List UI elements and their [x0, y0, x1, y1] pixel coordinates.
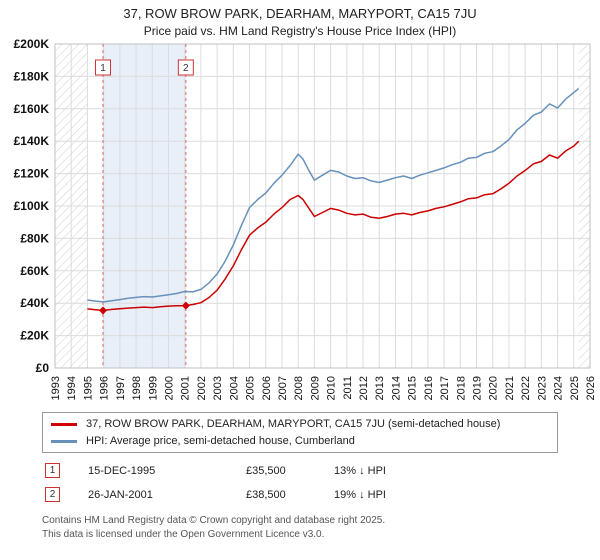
svg-text:2021: 2021	[504, 376, 516, 400]
license-footer: Contains HM Land Registry data © Crown c…	[42, 514, 600, 541]
transaction-date: 15-DEC-1995	[88, 464, 156, 477]
svg-text:2025: 2025	[569, 376, 581, 400]
svg-text:£160K: £160K	[14, 102, 50, 116]
svg-text:2019: 2019	[472, 376, 484, 400]
price-history-chart: £0 £20K £40K £60K £80K £100K £120K £140K £160K £1…	[14, 38, 597, 400]
svg-text:£80K: £80K	[20, 231, 49, 245]
transaction-row-2: 2 26-JAN-2001 £38,500 19% ↓ HPI	[45, 487, 600, 502]
svg-text:2005: 2005	[245, 376, 257, 400]
transaction-hpi-diff: 19% ↓ HPI	[334, 488, 386, 501]
svg-text:2006: 2006	[261, 376, 273, 400]
svg-text:1994: 1994	[66, 376, 78, 400]
svg-text:1995: 1995	[82, 376, 94, 400]
page-title: 37, ROW BROW PARK, DEARHAM, MARYPORT, CA…	[123, 6, 477, 21]
svg-text:2007: 2007	[277, 376, 289, 400]
transaction-date: 26-JAN-2001	[88, 488, 153, 501]
transaction-price: £38,500	[246, 488, 286, 501]
legend-item-hpi: HPI: Average price, semi-detached house,…	[51, 435, 549, 447]
svg-text:1997: 1997	[115, 376, 127, 400]
footer-line-1: Contains HM Land Registry data © Crown c…	[42, 515, 386, 526]
footer-line-2: This data is licensed under the Open Gov…	[42, 528, 325, 540]
svg-text:£200K: £200K	[14, 38, 50, 51]
legend-label-property: 37, ROW BROW PARK, DEARHAM, MARYPORT, CA…	[86, 418, 501, 430]
svg-text:£100K: £100K	[14, 199, 50, 213]
svg-text:2024: 2024	[553, 376, 565, 400]
svg-text:2011: 2011	[342, 376, 354, 400]
svg-text:2010: 2010	[326, 376, 338, 400]
svg-text:2020: 2020	[488, 376, 500, 400]
svg-text:2016: 2016	[423, 376, 435, 400]
blue-line-sample	[51, 439, 77, 443]
transaction-number-badge: 1	[45, 463, 60, 478]
svg-text:2018: 2018	[455, 376, 467, 400]
svg-text:2009: 2009	[309, 376, 321, 400]
svg-text:2014: 2014	[390, 376, 402, 400]
svg-text:£140K: £140K	[14, 134, 50, 148]
svg-text:2017: 2017	[439, 376, 451, 400]
svg-text:£0: £0	[36, 361, 50, 375]
chart-legend: 37, ROW BROW PARK, DEARHAM, MARYPORT, CA…	[42, 412, 558, 453]
transaction-list: 1 15-DEC-1995 £35,500 13% ↓ HPI 2 26-JAN…	[45, 463, 600, 502]
svg-text:2000: 2000	[163, 376, 175, 400]
svg-text:£40K: £40K	[20, 296, 49, 310]
svg-text:£180K: £180K	[14, 69, 50, 83]
page-subtitle: Price paid vs. HM Land Registry's House …	[143, 24, 457, 38]
svg-text:2001: 2001	[180, 376, 192, 400]
legend-item-property: 37, ROW BROW PARK, DEARHAM, MARYPORT, CA…	[51, 418, 549, 430]
svg-text:£20K: £20K	[20, 329, 49, 343]
svg-text:2004: 2004	[228, 376, 240, 400]
svg-text:2012: 2012	[358, 376, 370, 400]
svg-text:2022: 2022	[520, 376, 532, 400]
svg-text:2023: 2023	[536, 376, 548, 400]
svg-text:2015: 2015	[407, 376, 419, 400]
svg-text:2003: 2003	[212, 376, 224, 400]
svg-text:2008: 2008	[293, 376, 305, 400]
svg-text:2026: 2026	[585, 376, 597, 400]
svg-text:£120K: £120K	[14, 167, 50, 181]
svg-text:1993: 1993	[50, 376, 62, 400]
svg-text:1996: 1996	[99, 376, 111, 400]
svg-text:1998: 1998	[131, 376, 143, 400]
svg-text:2002: 2002	[196, 376, 208, 400]
transaction-price: £35,500	[246, 464, 286, 477]
svg-text:2013: 2013	[374, 376, 386, 400]
red-line-sample	[51, 422, 77, 426]
transaction-row-1: 1 15-DEC-1995 £35,500 13% ↓ HPI	[45, 463, 600, 478]
svg-text:1: 1	[100, 63, 106, 74]
svg-text:£60K: £60K	[20, 264, 49, 278]
svg-text:2: 2	[183, 63, 189, 74]
transaction-number-badge: 2	[45, 487, 60, 502]
transaction-hpi-diff: 13% ↓ HPI	[334, 464, 386, 477]
svg-text:1999: 1999	[147, 376, 159, 400]
legend-label-hpi: HPI: Average price, semi-detached house,…	[86, 435, 355, 447]
